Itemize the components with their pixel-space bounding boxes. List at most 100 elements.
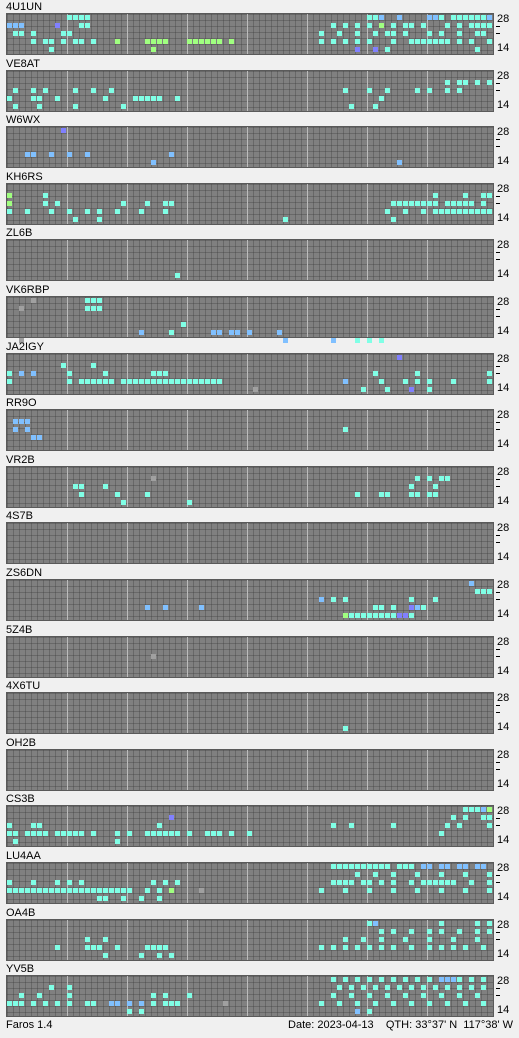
signal-cell [331,864,336,869]
signal-cell [217,831,222,836]
signal-cell [343,88,348,93]
signal-cell [409,39,414,44]
signal-cell [103,937,108,942]
axis-label-bottom: 14 [497,99,510,111]
signal-cell [379,977,384,982]
signal-cell [319,597,324,602]
station-row: 4X6TU 28 14 [0,679,519,735]
signal-cell [367,15,372,20]
signal-cell [145,201,150,206]
signal-cell [373,31,378,36]
propagation-grid [6,126,494,168]
axis-tick [496,995,500,996]
signal-cell [457,23,462,28]
signal-cell [331,880,336,885]
signal-cell [487,371,492,376]
signal-cell [367,880,372,885]
signal-cell [409,864,414,869]
signal-cell [79,880,84,885]
station-callsign: VE8AT [6,58,41,70]
signal-cell [217,379,222,384]
hour-separator [247,580,248,620]
signal-cell [385,31,390,36]
axis-tick [496,762,500,763]
signal-cell [445,985,450,990]
signal-cell [97,298,102,303]
signal-cell [391,823,396,828]
signal-cell [151,831,156,836]
signal-cell [379,96,384,101]
hour-separator [307,127,308,167]
axis-label-top: 28 [497,975,510,987]
signal-cell [121,104,126,109]
propagation-grid [6,239,494,281]
signal-cell [481,815,486,820]
signal-cell [85,1001,90,1006]
signal-cell [457,209,462,214]
signal-cell [379,605,384,610]
axis-tick [496,705,500,706]
signal-cell [139,330,144,335]
signal-cell [439,872,444,877]
signal-cell [25,831,30,836]
signal-cell [85,23,90,28]
signal-cell [421,201,426,206]
signal-cell [481,864,486,869]
signal-cell [103,953,108,958]
hour-separator [307,580,308,620]
signal-cell [217,39,222,44]
signal-cell [157,96,162,101]
station-row: VE8AT 28 14 [0,57,519,113]
signal-cell [415,476,420,481]
signal-cell [73,217,78,222]
hour-separator [247,184,248,224]
signal-cell [475,589,480,594]
signal-cell [403,379,408,384]
signal-cell [487,193,492,198]
signal-cell [13,888,18,893]
propagation-grid [6,466,494,508]
signal-cell [403,613,408,618]
signal-cell [85,888,90,893]
signal-cell [97,945,102,950]
hour-separator [307,806,308,846]
hour-separator [187,14,188,54]
hour-separator [307,920,308,960]
hour-separator [307,523,308,563]
hour-separator [247,976,248,1016]
signal-cell [31,88,36,93]
signal-cell [85,152,90,157]
signal-cell [79,492,84,497]
hour-separator [427,127,428,167]
signal-cell [349,864,354,869]
signal-cell [367,864,372,869]
signal-cell [73,39,78,44]
signal-cell [115,39,120,44]
signal-cell [91,945,96,950]
signal-cell [103,888,108,893]
signal-cell [481,1001,486,1006]
signal-cell [49,209,54,214]
signal-cell [361,864,366,869]
signal-cell [199,39,204,44]
signal-cell [361,985,366,990]
signal-cell [487,23,492,28]
station-row: RR9O 28 14 [0,396,519,452]
signal-cell [427,379,432,384]
axis-tick [496,875,500,876]
signal-cell [421,39,426,44]
hour-separator [127,71,128,111]
signal-cell [349,993,354,998]
signal-cell [91,888,96,893]
signal-cell [19,338,24,343]
signal-cell [13,839,18,844]
signal-cell [247,330,252,335]
signal-cell [79,15,84,20]
signal-cell [469,209,474,214]
signal-cell [115,831,120,836]
signal-cell [331,338,336,343]
hour-separator [307,693,308,733]
signal-cell [169,152,174,157]
axis-label-top: 28 [497,70,510,82]
hour-separator [67,467,68,507]
